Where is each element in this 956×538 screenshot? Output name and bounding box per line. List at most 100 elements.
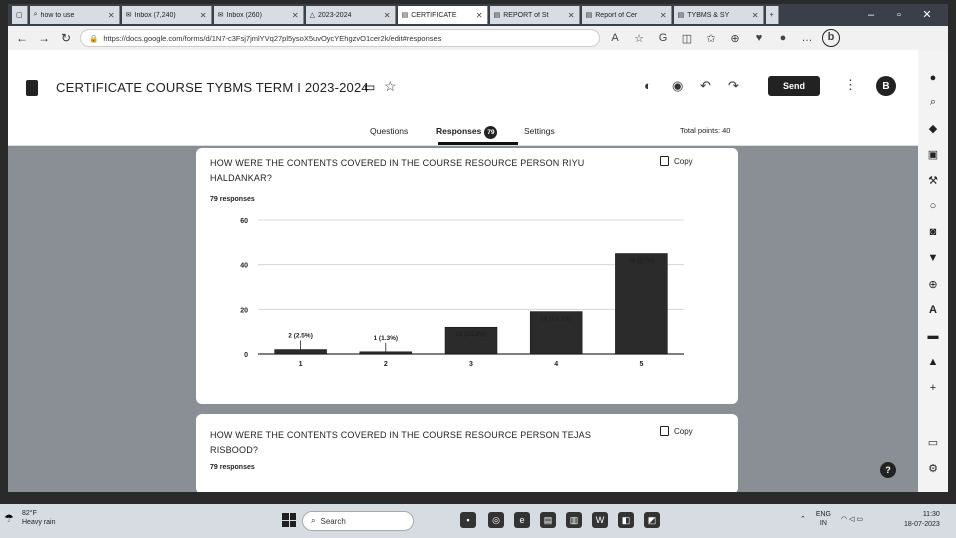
browser-tab-label: 2023-2024 (318, 11, 352, 19)
browser-tab[interactable]: ▤ REPORT of St ✕ (489, 6, 580, 24)
tag-icon[interactable]: ◆ (928, 123, 938, 135)
forward-icon[interactable]: → (38, 31, 50, 45)
redo-icon[interactable]: ↷ (728, 78, 739, 93)
close-tab-icon[interactable]: ✕ (475, 10, 483, 20)
close-tab-icon[interactable]: ✕ (291, 10, 299, 20)
browser-tab[interactable]: ▤ CERTIFICATE ✕ (397, 6, 488, 24)
profile-icon[interactable]: ● (779, 32, 787, 44)
chevron-up-icon[interactable]: ⌃ (800, 515, 806, 523)
avatar[interactable]: B (876, 76, 896, 96)
tab-switcher-icon[interactable]: ▢ (12, 6, 28, 24)
add-icon[interactable]: + (929, 382, 937, 394)
battery-icon[interactable]: ▭ (856, 515, 863, 523)
back-icon[interactable]: ← (16, 31, 28, 45)
tab-questions[interactable]: Questions (370, 126, 409, 136)
triangle-icon[interactable]: ▲ (927, 356, 939, 368)
browser-tab-label: Inbox (7,240) (134, 11, 176, 19)
x-tick-label: 5 (639, 361, 643, 368)
office-icon[interactable]: ○ (929, 200, 937, 212)
forms-icon: ▤ (493, 12, 501, 19)
taskbar-search[interactable]: ⌕ Search (302, 511, 414, 531)
tab-responses[interactable]: Responses 79 (436, 126, 498, 139)
customize-theme-icon[interactable]: ◐ (644, 78, 652, 93)
store-icon[interactable]: ▤ (540, 512, 556, 528)
url-field[interactable]: 🔒 https://docs.google.com/forms/d/1N7-c3… (80, 29, 600, 47)
language-indicator[interactable]: ENG (815, 511, 831, 518)
weather-widget[interactable]: 82°F Heavy rain (22, 509, 55, 527)
browser-tab[interactable]: ⌕ how to use ✕ (29, 6, 120, 24)
browser-tab[interactable]: ✉ Inbox (260) ✕ (213, 6, 304, 24)
search-icon[interactable]: ⌕ (929, 96, 937, 108)
copy-chart-button[interactable]: Copy (660, 426, 693, 436)
minus-icon[interactable]: ▬ (927, 330, 939, 342)
new-tab-button[interactable]: + (765, 6, 779, 24)
star-icon[interactable]: ☆ (384, 78, 397, 94)
reload-icon[interactable]: ↻ (60, 31, 72, 45)
bar (444, 326, 498, 355)
wifi-icon[interactable]: ◠ (840, 515, 848, 523)
close-tab-icon[interactable]: ✕ (751, 10, 759, 20)
system-tray[interactable]: ⌃ ENG IN ◠ ◁ ▭ (800, 510, 863, 528)
close-window-icon[interactable]: ✕ (922, 9, 932, 21)
browser-tab-label: TYBMS & SY (687, 11, 730, 19)
settings-icon[interactable]: ⚙ (928, 463, 938, 475)
font-icon[interactable]: A (929, 304, 937, 316)
split-screen-icon[interactable]: ◫ (681, 32, 693, 45)
minimize-icon[interactable]: – (867, 9, 875, 21)
close-tab-icon[interactable]: ✕ (107, 10, 115, 20)
collections-icon[interactable]: ⊕ (730, 32, 740, 45)
maximize-icon[interactable]: ▫ (897, 9, 901, 21)
favorites-icon[interactable]: ✩ (706, 32, 716, 45)
region-indicator[interactable]: IN (819, 520, 827, 527)
drop-icon[interactable]: ▼ (927, 252, 939, 264)
close-tab-icon[interactable]: ✕ (383, 10, 391, 20)
shopping-bag-icon[interactable]: ▣ (927, 149, 939, 161)
task-view-icon[interactable]: ▪ (460, 512, 476, 528)
tools-icon[interactable]: ⚒ (928, 175, 938, 187)
browser-tab[interactable]: △ 2023-2024 ✕ (305, 6, 396, 24)
read-aloud-icon[interactable]: A (611, 32, 619, 44)
bing-icon[interactable]: b (822, 29, 840, 47)
close-tab-icon[interactable]: ✕ (659, 10, 667, 20)
browser-tab[interactable]: ✉ Inbox (7,240) ✕ (121, 6, 212, 24)
clock[interactable]: 11:30 18-07-2023 (904, 510, 940, 530)
weather-rain-icon[interactable]: ☂ (4, 513, 14, 525)
extension-icon[interactable]: G (658, 32, 668, 44)
undo-icon[interactable]: ↶ (700, 78, 711, 93)
explorer-icon[interactable]: ▥ (566, 512, 582, 528)
window-icon[interactable]: ▭ (927, 437, 939, 449)
form-title[interactable]: CERTIFICATE COURSE TYBMS TERM I 2023-202… (56, 80, 369, 95)
app-icon[interactable]: ◧ (618, 512, 634, 528)
zoom-icon[interactable]: ⊕ (928, 279, 938, 291)
move-to-folder-icon[interactable]: ▭ (364, 80, 376, 94)
browser-tab[interactable]: ▤ Report of Cer ✕ (581, 6, 672, 24)
preview-eye-icon[interactable]: ◉ (672, 78, 684, 93)
word-icon[interactable]: W (592, 512, 608, 528)
chat-icon[interactable]: ◎ (488, 512, 504, 528)
pin-icon[interactable]: ● (929, 72, 937, 84)
edge-browser-icon[interactable]: e (514, 512, 530, 528)
response-count: 79 responses (210, 196, 255, 203)
more-options-icon[interactable]: … (801, 32, 813, 44)
more-vert-icon[interactable]: ⋮ (844, 77, 857, 92)
send-button[interactable]: Send (768, 76, 820, 96)
help-icon[interactable]: ? (880, 462, 896, 478)
y-tick-label: 0 (244, 352, 248, 359)
forms-icon: ▤ (585, 12, 593, 19)
responses-canvas[interactable]: HOW WERE THE CONTENTS COVERED IN THE COU… (8, 146, 918, 492)
performance-icon[interactable]: ♥ (755, 32, 763, 44)
forms-logo-icon[interactable] (26, 80, 38, 96)
bar-data-label: 19 (24.1%) (540, 316, 572, 323)
clock-date: 18-07-2023 (904, 521, 940, 528)
volume-icon[interactable]: ◁ (849, 515, 855, 523)
windows-start-icon[interactable] (282, 513, 296, 527)
outlook-icon[interactable]: ◙ (929, 226, 937, 238)
photos-icon[interactable]: ◩ (644, 512, 660, 528)
close-tab-icon[interactable]: ✕ (199, 10, 207, 20)
favorite-star-icon[interactable]: ☆ (634, 32, 644, 45)
browser-tab[interactable]: ▤ TYBMS & SY ✕ (673, 6, 764, 24)
close-tab-icon[interactable]: ✕ (567, 10, 575, 20)
copy-chart-button[interactable]: Copy (660, 156, 693, 166)
tab-settings[interactable]: Settings (524, 126, 555, 136)
windows-taskbar: ☂ 82°F Heavy rain ⌕ Search ▪ ◎ e ▤ ▥ W ◧… (0, 504, 956, 538)
